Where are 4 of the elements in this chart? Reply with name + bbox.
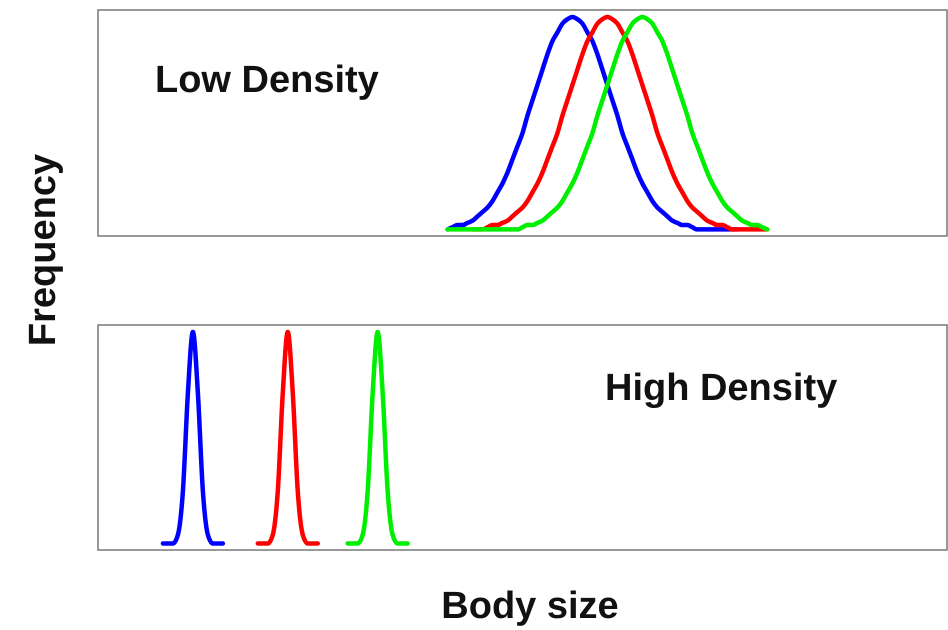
annotation: Low Density	[155, 59, 379, 101]
x-axis-title: Body size	[441, 585, 619, 627]
y-axis-title: Frequency	[22, 154, 64, 346]
annotation: High Density	[605, 367, 838, 409]
